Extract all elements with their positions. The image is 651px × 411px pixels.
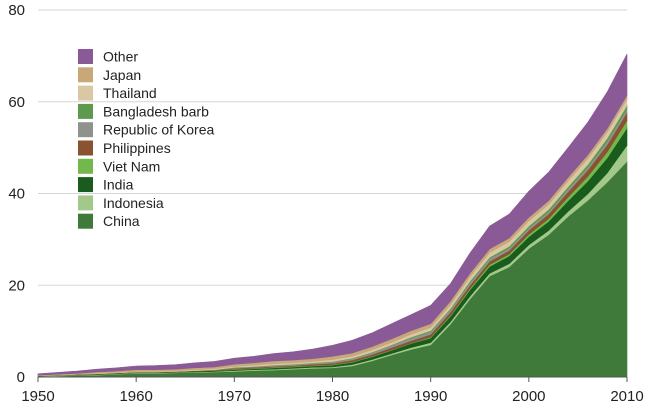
legend-label-other: Other	[103, 49, 138, 65]
legend-swatch-bangladesh-barb	[78, 103, 93, 119]
legend-label-india: India	[103, 177, 134, 193]
y-tick-label-60: 60	[8, 94, 25, 111]
x-tick-label-1950: 1950	[21, 388, 54, 405]
x-tick-label-1980: 1980	[316, 388, 349, 405]
area-other	[37, 53, 628, 376]
axes	[37, 376, 628, 382]
legend-swatch-other	[78, 49, 93, 64]
x-tick-label-2000: 2000	[512, 388, 545, 405]
legend-label-japan: Japan	[103, 67, 141, 83]
legend-swatch-china	[78, 213, 93, 229]
legend-swatch-japan	[78, 67, 93, 83]
legend-swatch-republic-of-korea	[78, 122, 93, 138]
legend-label-viet-nam: Viet Nam	[103, 158, 160, 174]
y-tick-label-80: 80	[8, 2, 25, 19]
legend-label-republic-of-korea: Republic of Korea	[103, 122, 215, 138]
x-tick-label-2010: 2010	[610, 388, 643, 405]
legend: Other Japan Thailand Bangladesh barb Republi…	[78, 49, 215, 229]
x-tick-label-1990: 1990	[414, 388, 447, 405]
y-tick-label-20: 20	[8, 277, 25, 294]
y-tick-label-40: 40	[8, 186, 25, 203]
legend-swatch-indonesia	[78, 195, 93, 211]
x-tick-labels: 1950 1960 1970 1980 1990 2000 2010	[21, 388, 643, 405]
legend-swatch-india	[78, 177, 93, 193]
legend-swatch-philippines	[78, 140, 93, 156]
x-tick-label-1970: 1970	[218, 388, 251, 405]
legend-swatch-viet-nam	[78, 158, 93, 174]
legend-label-thailand: Thailand	[103, 85, 157, 101]
legend-label-china: China	[103, 213, 140, 229]
y-tick-label-0: 0	[17, 369, 25, 386]
legend-label-bangladesh-barb: Bangladesh barb	[103, 103, 209, 119]
legend-label-indonesia: Indonesia	[103, 195, 164, 211]
y-tick-labels: 0 20 40 60 80	[8, 2, 25, 386]
legend-label-philippines: Philippines	[103, 140, 171, 156]
x-tick-label-1960: 1960	[119, 388, 152, 405]
legend-swatch-thailand	[78, 85, 93, 101]
